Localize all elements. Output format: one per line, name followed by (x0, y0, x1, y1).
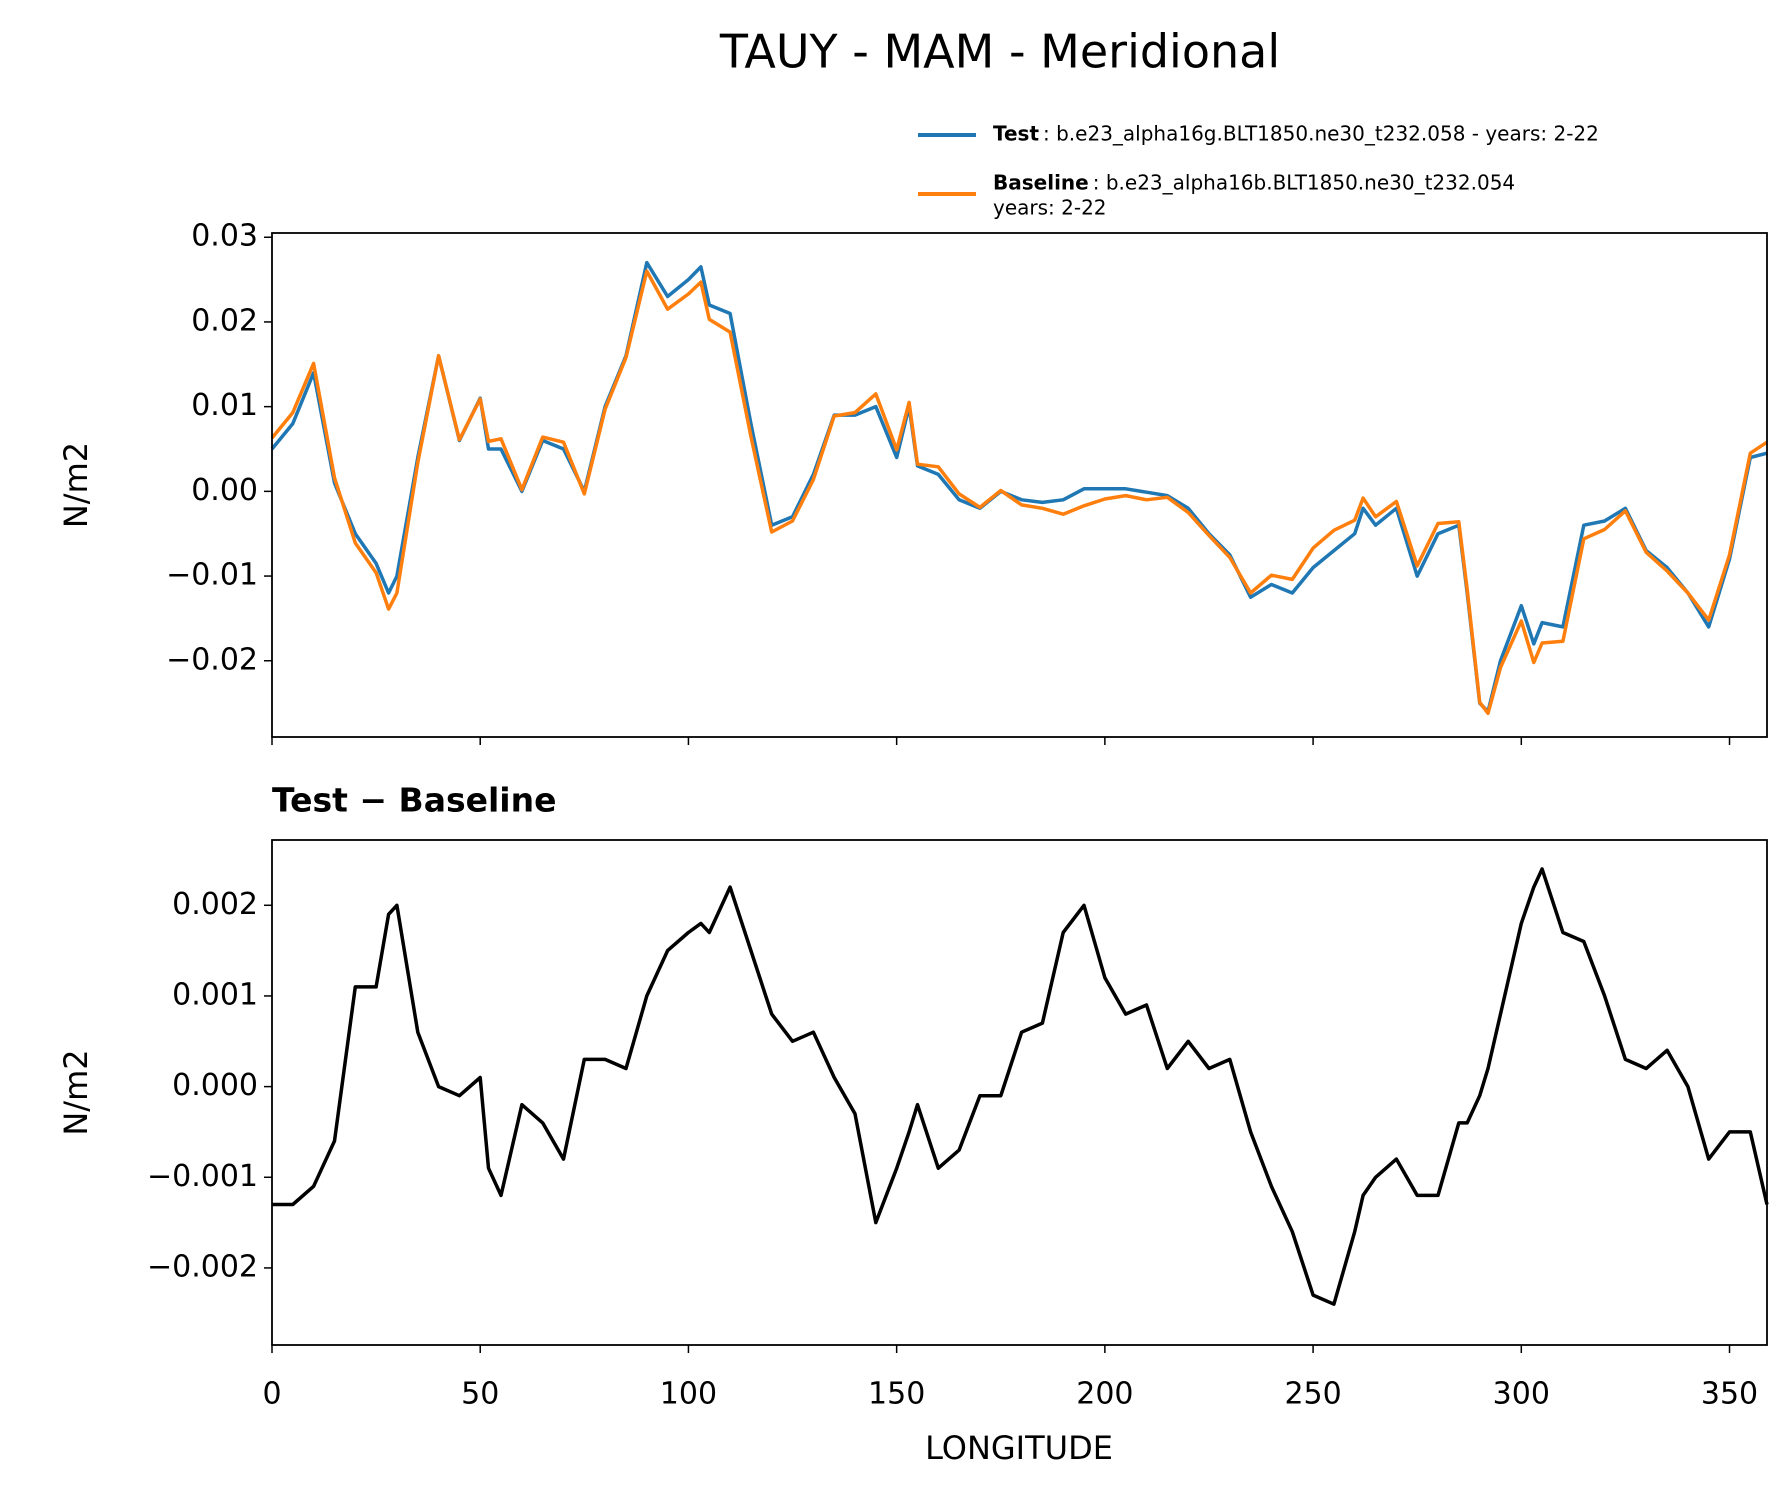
data-line (270, 260, 1768, 714)
y-tick-label: −0.02 (166, 642, 258, 677)
y-tick-label: 0.02 (191, 303, 258, 338)
y-tick-label: 0.01 (191, 388, 258, 423)
legend-name: Baseline (993, 171, 1089, 195)
data-line (272, 867, 1769, 1306)
x-tick-label: 0 (262, 1377, 281, 1412)
x-tick-label: 200 (1076, 1377, 1133, 1412)
x-tick-label: 100 (660, 1377, 717, 1412)
y-axis-label: N/m2 (57, 1049, 95, 1135)
legend-description: years: 2-22 (993, 196, 1107, 220)
x-axis-label: LONGITUDE (925, 1429, 1113, 1467)
x-tick-label: 300 (1493, 1377, 1550, 1412)
y-tick-label: 0.03 (191, 219, 258, 254)
chart-title: TAUY - MAM - Meridional (719, 25, 1280, 79)
x-tick-label: 350 (1701, 1377, 1758, 1412)
legend-description: : b.e23_alpha16g.BLT1850.ne30_t232.058 -… (1043, 122, 1599, 146)
x-tick-label: 150 (868, 1377, 925, 1412)
y-tick-label: 0.002 (172, 887, 258, 922)
data-line (270, 269, 1768, 716)
subplot-title: Test − Baseline (272, 781, 557, 820)
y-tick-label: −0.002 (147, 1249, 258, 1284)
axes-frame (271, 839, 1768, 1346)
y-tick-label: 0.001 (172, 977, 258, 1012)
axes-frame (271, 232, 1768, 738)
y-tick-label: −0.01 (166, 558, 258, 593)
legend-name: Test (993, 122, 1039, 146)
x-tick-label: 250 (1284, 1377, 1341, 1412)
y-axis-label: N/m2 (57, 442, 95, 528)
legend-description: : b.e23_alpha16b.BLT1850.ne30_t232.054 (1093, 171, 1515, 195)
y-tick-label: −0.001 (147, 1159, 258, 1194)
y-tick-label: 0.00 (191, 473, 258, 508)
x-tick-label: 50 (461, 1377, 499, 1412)
y-tick-label: 0.000 (172, 1068, 258, 1103)
